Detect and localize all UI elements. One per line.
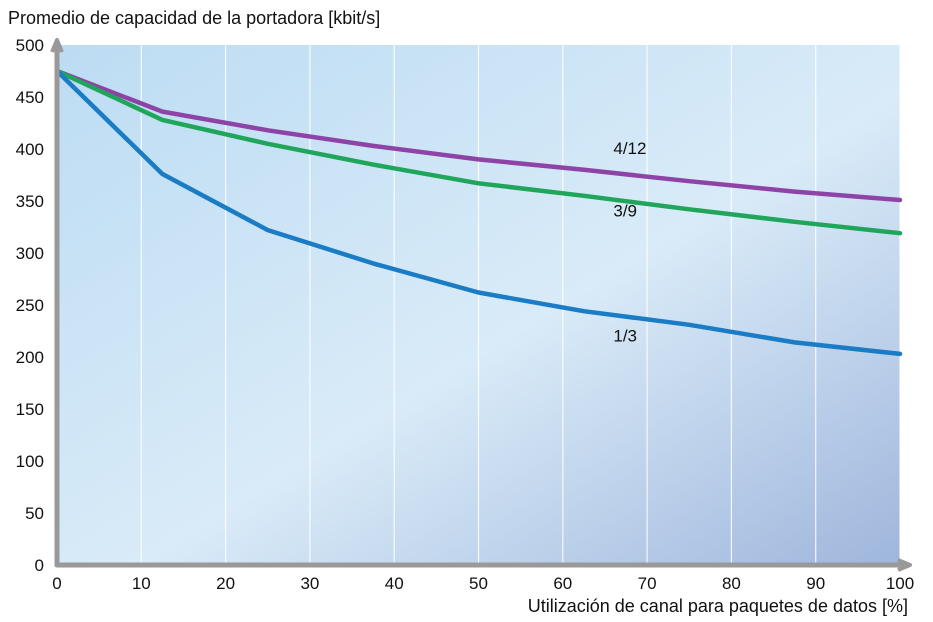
y-tick-label-450: 450 [16,88,44,107]
y-tick-label-50: 50 [25,504,44,523]
x-tick-label-70: 70 [638,574,657,593]
series-labels: 4/12 3/9 1/3 [613,139,646,345]
x-tick-label-30: 30 [300,574,319,593]
axes [50,38,912,572]
x-tick-label-100: 100 [886,574,914,593]
x-axis-arrow [897,558,912,572]
y-axis-arrow [50,38,64,53]
x-tick-labels: 0 10 20 30 40 50 60 70 80 90 100 [52,574,914,593]
x-tick-label-60: 60 [553,574,572,593]
series-line-3-9 [54,68,903,236]
x-tick-label-50: 50 [469,574,488,593]
x-tick-label-10: 10 [132,574,151,593]
x-axis-title: Utilización de canal para paquetes de da… [528,596,908,616]
y-axis-title: Promedio de capacidad de la portadora [k… [8,8,380,28]
series-lines [54,68,903,357]
y-tick-label-400: 400 [16,140,44,159]
grid-lines [140,45,901,565]
y-tick-label-200: 200 [16,348,44,367]
x-tick-label-40: 40 [385,574,404,593]
x-tick-label-80: 80 [722,574,741,593]
y-tick-label-0: 0 [35,556,44,575]
x-tick-label-90: 90 [806,574,825,593]
x-tick-label-20: 20 [216,574,235,593]
series-label-1-3: 1/3 [613,326,637,345]
y-tick-label-350: 350 [16,192,44,211]
y-tick-label-250: 250 [16,296,44,315]
series-label-3-9: 3/9 [613,202,637,221]
series-line-1-3 [54,68,903,357]
y-tick-label-100: 100 [16,452,44,471]
series-line-4-12 [54,68,903,203]
y-tick-label-500: 500 [16,36,44,55]
y-tick-labels: 0 50 100 150 200 250 300 350 400 450 500 [16,36,44,575]
y-tick-label-300: 300 [16,244,44,263]
y-tick-label-150: 150 [16,400,44,419]
series-label-4-12: 4/12 [613,139,646,158]
x-tick-label-0: 0 [52,574,61,593]
